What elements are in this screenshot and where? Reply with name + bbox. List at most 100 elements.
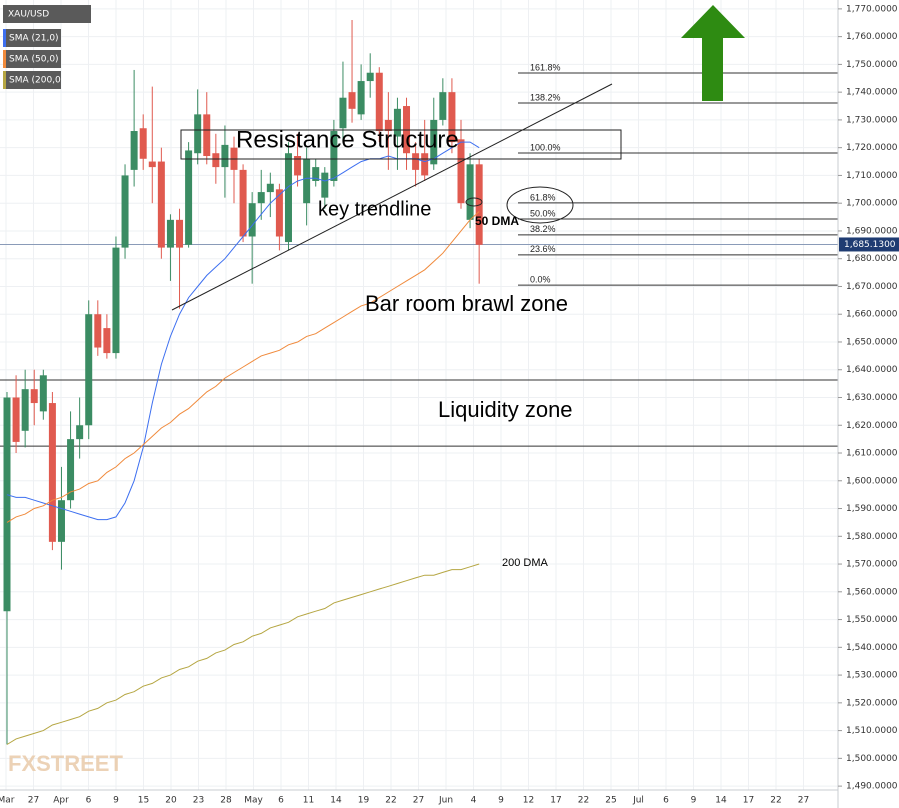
x-tick-label: 17 (743, 796, 754, 806)
x-tick-label: 15 (138, 796, 149, 806)
fib-label: 23.6% (530, 244, 556, 254)
watermark: FXSTREET (8, 751, 123, 776)
x-tick-label: 23 (193, 796, 204, 806)
candle-body (139, 128, 147, 159)
y-tick-label: 1,540.0000 (846, 643, 898, 653)
candle-body (393, 108, 401, 137)
candle-body (148, 161, 156, 168)
candle-body (330, 131, 338, 181)
candle-body (3, 397, 11, 612)
legend-swatch (3, 71, 6, 89)
price-tag-label: 1,685.1300 (844, 240, 896, 250)
legend: SMA (21,0) SMA (50,0) SMA (200,0) (3, 29, 64, 89)
candle-body (321, 172, 329, 198)
x-tick-label: 20 (165, 796, 177, 806)
candle-body (284, 153, 292, 243)
candle-body (439, 92, 447, 120)
candle-body (466, 164, 474, 220)
y-tick-label: 1,560.0000 (846, 587, 898, 597)
y-tick-label: 1,680.0000 (846, 254, 898, 264)
candle-body (448, 92, 456, 143)
x-tick-label: 25 (605, 796, 616, 806)
candle-body (166, 219, 174, 248)
legend-swatch (3, 29, 6, 47)
candle-body (157, 161, 165, 248)
candle-body (194, 114, 202, 154)
fib-label: 0.0% (530, 274, 551, 284)
candle-body (121, 175, 129, 248)
candle-body (76, 425, 84, 440)
candle-body (303, 158, 311, 204)
candle-body (94, 314, 102, 348)
candle-body (203, 114, 211, 157)
candle-body (212, 153, 220, 168)
resistance-box (180, 129, 622, 160)
fib-label: 100.0% (530, 142, 561, 152)
candle-body (85, 314, 93, 426)
grid (0, 0, 838, 790)
x-tick-label: 27 (28, 796, 39, 806)
x-tick-label: 27 (798, 796, 809, 806)
candle-body (39, 375, 47, 412)
sma-line (6, 563, 480, 745)
y-tick-label: 1,710.0000 (846, 171, 898, 181)
y-tick-label: 1,590.0000 (846, 504, 898, 514)
candle-body (239, 169, 247, 237)
x-tick-label: 22 (385, 796, 396, 806)
y-tick-label: 1,510.0000 (846, 726, 898, 736)
legend-box (3, 71, 61, 89)
candle-body (375, 72, 383, 132)
candle-body (257, 192, 265, 204)
candle-body (67, 439, 75, 501)
candle-body (430, 119, 438, 165)
legend-box (3, 5, 91, 23)
candle-body (348, 92, 356, 109)
y-tick-label: 1,600.0000 (846, 476, 898, 486)
candle-body (412, 153, 420, 170)
candle-body (421, 153, 429, 176)
y-tick-label: 1,760.0000 (846, 32, 898, 42)
candle-body (103, 328, 111, 354)
y-tick-label: 1,700.0000 (846, 199, 898, 209)
y-tick-label: 1,550.0000 (846, 615, 898, 625)
x-tick-label: 19 (358, 796, 370, 806)
trendline (171, 83, 613, 311)
x-tick-label: Jun (438, 796, 453, 806)
y-tick-label: 1,570.0000 (846, 560, 898, 570)
fib-label: 161.8% (530, 62, 561, 72)
legend-box (3, 50, 61, 68)
x-tick-label: Jul (632, 796, 644, 806)
candle-body (176, 219, 184, 248)
legend-label: SMA (200,0) (9, 76, 64, 86)
legend-label: SMA (50,0) (9, 55, 59, 65)
y-tick-label: 1,740.0000 (846, 88, 898, 98)
annotation: Resistance Structure (236, 126, 459, 153)
x-tick-label: 11 (303, 796, 314, 806)
x-tick-label: 12 (523, 796, 534, 806)
y-tick-label: 1,660.0000 (846, 310, 898, 320)
candle-body (266, 183, 274, 193)
y-tick-label: 1,610.0000 (846, 449, 898, 459)
annotation: Liquidity zone (438, 397, 573, 422)
candle-body (294, 156, 302, 176)
candle-body (312, 167, 320, 181)
candle-body (366, 72, 374, 82)
annotation: 50 DMA (475, 214, 519, 228)
x-tick-label: Apr (53, 796, 69, 806)
x-tick-label: 9 (113, 796, 119, 806)
candle-body (185, 150, 193, 245)
candle-body (384, 119, 392, 132)
x-tick-label: 6 (86, 796, 92, 806)
fib-label: 61.8% (530, 192, 556, 202)
x-tick-label: May (244, 796, 263, 806)
y-tick-label: 1,500.0000 (846, 754, 898, 764)
legend-box (3, 29, 61, 47)
y-tick-label: 1,670.0000 (846, 282, 898, 292)
candle-body (457, 139, 465, 204)
touch-circle (465, 197, 483, 207)
y-tick-label: 1,750.0000 (846, 60, 898, 70)
x-tick-label: 4 (471, 796, 477, 806)
y-tick-label: 1,620.0000 (846, 421, 898, 431)
x-tick-label: 14 (715, 796, 727, 806)
y-tick-label: 1,520.0000 (846, 698, 898, 708)
